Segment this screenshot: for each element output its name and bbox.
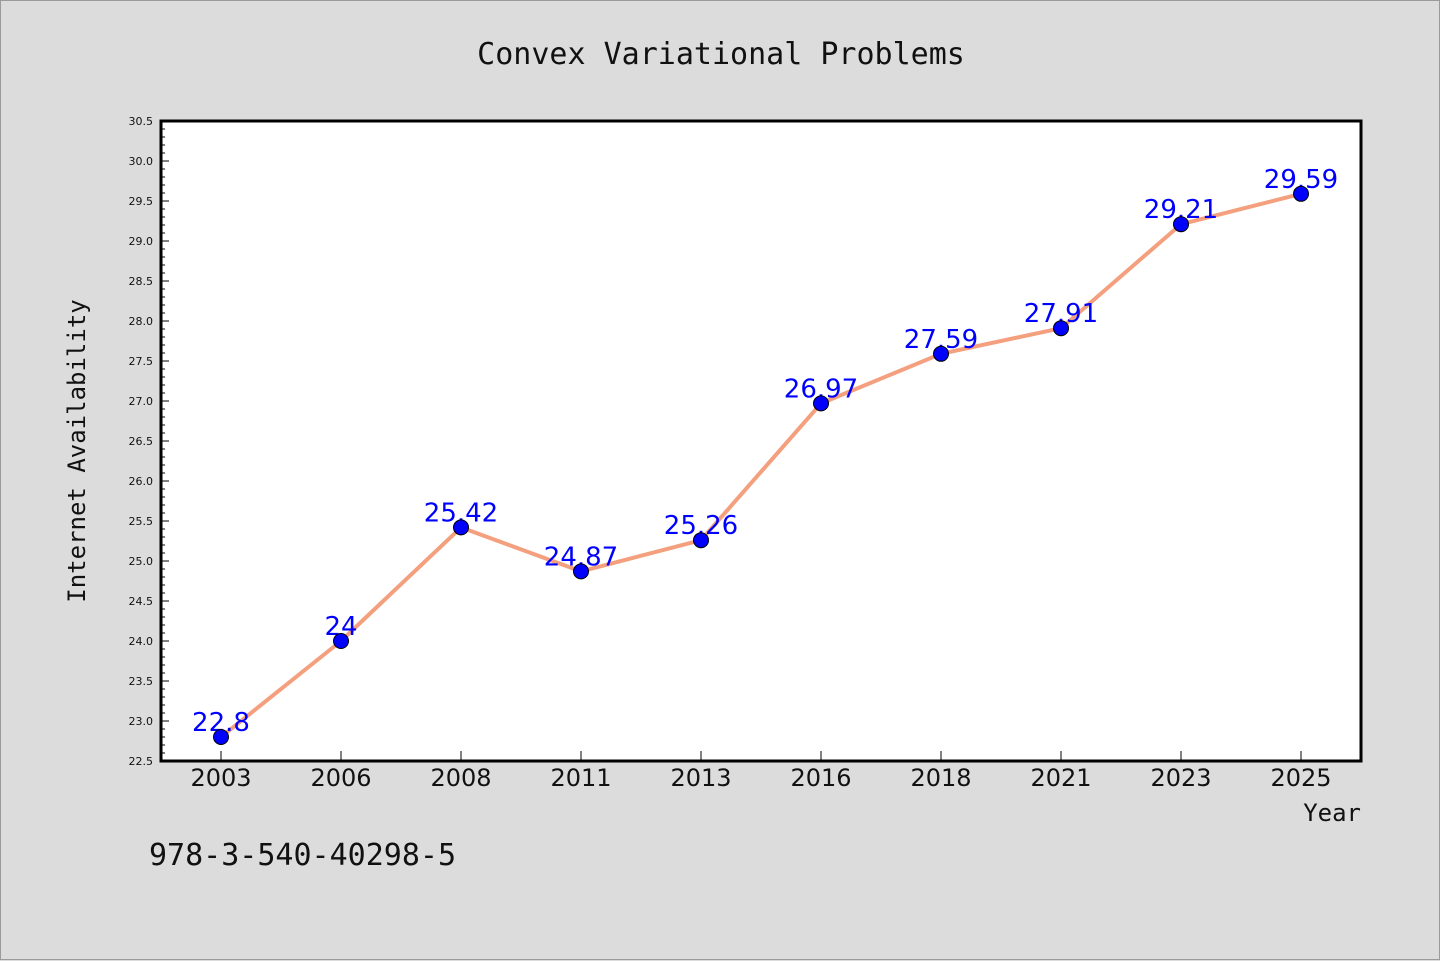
y-tick-label: 23.0 (129, 715, 154, 728)
x-tick-label: 2018 (910, 764, 971, 792)
y-tick-label: 26.0 (129, 475, 154, 488)
x-tick-label: 2006 (310, 764, 371, 792)
x-tick-label: 2013 (670, 764, 731, 792)
x-tick-label: 2016 (790, 764, 851, 792)
data-point (333, 633, 349, 649)
y-tick-label: 30.5 (129, 115, 154, 128)
x-tick-label: 2008 (430, 764, 491, 792)
x-axis-label: Year (1303, 799, 1361, 827)
x-tick-label: 2011 (550, 764, 611, 792)
plot-area (159, 119, 1363, 763)
data-point (933, 345, 949, 362)
data-point (1293, 185, 1309, 202)
y-tick-label: 25.5 (129, 515, 154, 528)
y-tick-label: 28.0 (129, 315, 154, 328)
isbn-text: 978-3-540-40298-5 (149, 838, 456, 873)
x-tick-label: 2023 (1150, 764, 1211, 792)
chart-title: Convex Variational Problems (477, 37, 965, 72)
y-axis: 22.5 23.0 23.5 24.0 24.5 25.0 25.5 26.0 26.5 27.0… (129, 115, 169, 768)
y-tick-label: 29.0 (129, 235, 154, 248)
x-tick-label: 2021 (1030, 764, 1091, 792)
y-tick-label: 29.5 (129, 195, 154, 208)
y-tick-label: 27.5 (129, 355, 154, 368)
y-tick-label: 26.5 (129, 435, 154, 448)
data-point (573, 563, 589, 580)
data-point (1173, 216, 1189, 233)
y-tick-label: 28.5 (129, 275, 154, 288)
x-tick-label: 2025 (1270, 764, 1331, 792)
y-tick-label: 24.0 (129, 635, 154, 648)
y-tick-label: 23.5 (129, 675, 154, 688)
y-tick-label: 30.0 (129, 155, 154, 168)
data-point (693, 532, 709, 549)
data-markers (213, 185, 1309, 745)
y-axis-label: Internet Availability (63, 299, 91, 602)
data-point (1053, 320, 1069, 337)
y-tick-label: 27.0 (129, 395, 154, 408)
data-point (453, 519, 469, 536)
data-point (813, 395, 829, 412)
data-point (213, 729, 229, 745)
y-tick-label: 24.5 (129, 595, 154, 608)
y-tick-label: 22.5 (129, 755, 154, 768)
x-axis: 2003 2006 2008 2011 2013 2016 2018 2021 2023 2025 (190, 751, 1332, 792)
x-tick-label: 2003 (190, 764, 251, 792)
series-line (219, 191, 1302, 739)
y-tick-label: 25.0 (129, 555, 154, 568)
